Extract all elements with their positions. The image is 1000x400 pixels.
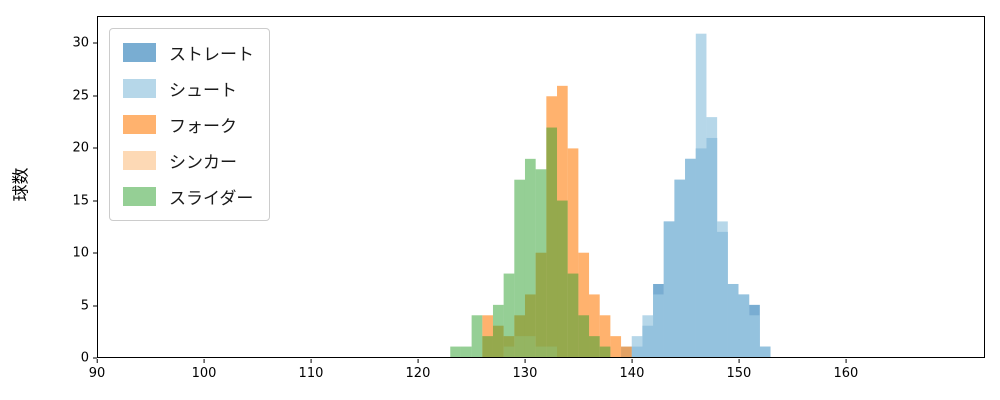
y-tick: 0 — [0, 351, 97, 366]
y-tick-label: 10 — [72, 245, 89, 261]
hist-bar — [589, 336, 600, 357]
hist-bar — [567, 273, 579, 357]
x-tick-mark — [524, 359, 526, 363]
hist-bar — [589, 294, 600, 357]
x-tick-label: 100 — [191, 366, 217, 381]
y-tick: 20 — [0, 141, 97, 156]
legend-item: シンカー — [123, 148, 254, 173]
y-tick-mark — [93, 252, 97, 254]
legend-label: スライダー — [169, 189, 254, 209]
legend-item: フォーク — [123, 112, 254, 137]
hist-bar — [460, 346, 472, 357]
x-tick: 160 — [833, 359, 858, 381]
x-tick-label: 90 — [88, 366, 106, 381]
x-tick-mark — [631, 359, 633, 363]
hist-bar — [631, 336, 643, 357]
y-tick-label: 30 — [72, 35, 89, 51]
x-tick-label: 160 — [833, 366, 859, 381]
y-tick-mark — [93, 200, 97, 202]
hist-bar — [642, 315, 654, 357]
y-tick-mark — [93, 42, 97, 44]
hist-bar — [749, 315, 760, 357]
legend-swatch — [123, 187, 156, 206]
y-tick-mark — [93, 357, 97, 359]
hist-bar — [674, 179, 686, 357]
hist-bar — [557, 200, 568, 357]
hist-bar — [514, 179, 525, 357]
y-tick-mark — [93, 147, 97, 149]
plot-area: ストレートシュートフォークシンカースライダー — [97, 16, 985, 358]
x-tick-mark — [738, 359, 740, 363]
x-tick: 100 — [191, 359, 217, 381]
hist-bar — [695, 33, 707, 357]
hist-bar — [599, 315, 611, 357]
y-tick-label: 20 — [72, 140, 89, 156]
hist-bar — [503, 273, 515, 357]
legend-label: シュート — [169, 81, 237, 101]
legend-item: ストレート — [123, 40, 254, 65]
hist-bar — [663, 221, 675, 357]
x-tick-mark — [203, 359, 205, 363]
x-tick-label: 140 — [619, 366, 645, 381]
legend-label: フォーク — [169, 117, 237, 137]
hist-bar — [653, 294, 664, 357]
hist-bar — [450, 346, 461, 357]
legend-swatch — [123, 79, 156, 98]
hist-bar — [610, 336, 622, 357]
legend-swatch — [123, 115, 156, 134]
x-tick-label: 130 — [512, 366, 538, 381]
x-tick-label: 110 — [298, 366, 324, 381]
legend-label: シンカー — [169, 153, 237, 173]
hist-bar — [524, 158, 536, 357]
hist-bar — [759, 346, 771, 357]
y-tick: 5 — [0, 298, 97, 313]
x-tick: 150 — [726, 359, 752, 381]
y-tick: 30 — [0, 36, 97, 51]
hist-bar — [717, 221, 728, 357]
hist-bar — [738, 294, 750, 357]
x-tick-mark — [96, 359, 98, 363]
hist-bar — [471, 315, 483, 357]
x-tick-label: 120 — [405, 366, 431, 381]
y-tick: 10 — [0, 246, 97, 261]
hist-bar — [578, 252, 590, 357]
x-tick-label: 150 — [726, 366, 752, 381]
y-tick-mark — [93, 95, 97, 97]
y-tick-label: 5 — [80, 298, 89, 314]
hist-bar — [599, 346, 611, 357]
legend-swatch — [123, 151, 156, 170]
hist-bar — [685, 158, 696, 357]
x-tick-mark — [417, 359, 419, 363]
hist-bar — [621, 346, 632, 357]
y-tick: 25 — [0, 88, 97, 103]
x-tick: 140 — [619, 359, 645, 381]
x-tick-mark — [845, 359, 847, 363]
hist-bar — [727, 283, 739, 357]
y-tick-label: 25 — [72, 88, 89, 104]
hist-bar — [567, 148, 579, 357]
y-tick-label: 0 — [80, 350, 89, 366]
x-tick-mark — [310, 359, 312, 363]
x-tick: 120 — [405, 359, 431, 381]
histogram-bars — [450, 33, 771, 357]
hist-bar — [546, 127, 558, 357]
x-tick: 110 — [298, 359, 324, 381]
y-tick-mark — [93, 305, 97, 307]
legend-item: シュート — [123, 76, 254, 101]
hist-bar — [482, 336, 493, 357]
x-tick: 90 — [88, 359, 106, 381]
legend: ストレートシュートフォークシンカースライダー — [109, 28, 270, 221]
hist-bar — [492, 304, 504, 357]
legend-label: ストレート — [169, 45, 254, 65]
hist-bar — [578, 315, 590, 357]
legend-item: スライダー — [123, 184, 254, 209]
x-tick: 130 — [512, 359, 538, 381]
legend-swatch — [123, 43, 156, 62]
y-tick-label: 15 — [72, 193, 89, 209]
hist-bar — [706, 117, 718, 357]
y-tick: 15 — [0, 193, 97, 208]
hist-bar — [535, 169, 547, 357]
